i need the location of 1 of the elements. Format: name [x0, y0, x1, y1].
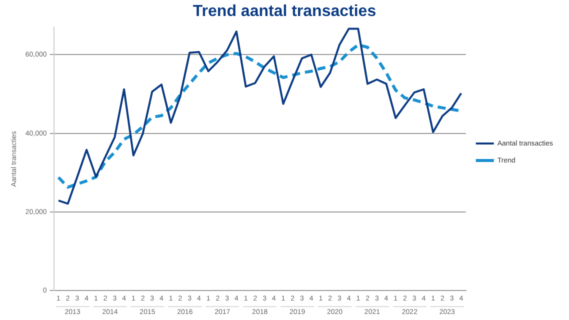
chart-title: Trend aantal transacties: [192, 3, 376, 20]
